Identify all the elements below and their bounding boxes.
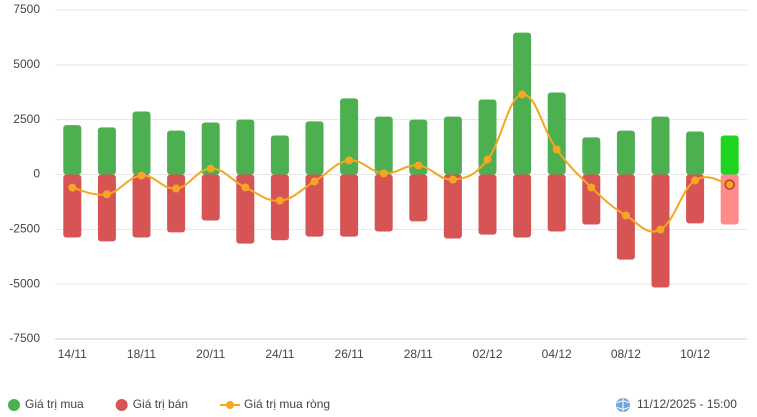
- net-dot: [345, 156, 354, 165]
- bar: [651, 116, 670, 175]
- bar: [686, 131, 705, 175]
- bar: [513, 32, 532, 175]
- net-dot: [724, 179, 735, 190]
- bar: [616, 130, 635, 175]
- net-dot: [241, 183, 250, 192]
- y-tick-label: -7500: [9, 331, 40, 345]
- net-dot: [206, 164, 215, 173]
- bar: [409, 174, 428, 222]
- legend-marker: [8, 399, 20, 411]
- bar: [236, 119, 255, 175]
- legend-marker: [226, 401, 235, 409]
- x-tick-label: 04/12: [542, 347, 572, 361]
- net-dot: [137, 171, 146, 180]
- bar: [201, 122, 220, 175]
- net-dot: [310, 177, 319, 186]
- bar: [720, 135, 739, 175]
- bar: [305, 174, 324, 237]
- net-dot: [102, 190, 111, 199]
- net-dot: [587, 183, 596, 192]
- net-dot: [691, 176, 700, 185]
- bar: [582, 137, 601, 175]
- bar: [132, 174, 151, 238]
- bar: [270, 174, 289, 241]
- bar: [374, 174, 393, 232]
- legend-marker: [115, 399, 128, 411]
- bar: [236, 174, 255, 244]
- bar: [513, 174, 532, 238]
- legend-label: Giá trị mua: [25, 397, 84, 411]
- net-dot: [621, 211, 630, 220]
- net-dot: [552, 145, 561, 154]
- bar: [478, 174, 497, 235]
- net-dot: [448, 175, 457, 184]
- net-dot: [68, 183, 77, 192]
- x-tick-label: 24/11: [265, 347, 294, 361]
- bar: [340, 98, 359, 175]
- bar: [547, 92, 566, 175]
- globe-lines: [616, 398, 630, 412]
- timestamp: 11/12/2025 - 15:00: [637, 397, 737, 411]
- x-tick-label: 10/12: [680, 347, 710, 361]
- timestamp-group: 11/12/2025 - 15:00: [616, 397, 737, 412]
- x-tick-label: 20/11: [196, 347, 225, 361]
- net-dot: [172, 184, 181, 193]
- bar: [547, 174, 566, 232]
- y-tick-label: -2500: [9, 222, 40, 236]
- bar: [443, 116, 462, 175]
- net-dot: [414, 161, 423, 170]
- net-dot: [483, 155, 492, 164]
- x-tick-label: 26/11: [335, 347, 364, 361]
- bar: [167, 174, 186, 233]
- y-tick-label: 5000: [13, 57, 40, 71]
- bar: [132, 111, 151, 175]
- bar: [340, 174, 359, 237]
- bar: [97, 174, 116, 242]
- x-tick-label: 14/11: [58, 347, 87, 361]
- x-tick-label: 08/12: [611, 347, 641, 361]
- bar: [97, 127, 116, 175]
- legend-label: Giá trị mua ròng: [244, 397, 330, 411]
- legend-label: Giá trị bán: [133, 397, 188, 411]
- bar: [201, 174, 220, 221]
- y-tick-label: 0: [33, 167, 40, 181]
- bar: [305, 121, 324, 175]
- bar: [443, 174, 462, 239]
- y-tick-label: 7500: [13, 2, 40, 16]
- bar: [582, 174, 601, 225]
- bar: [478, 99, 497, 175]
- y-tick-label: 2500: [13, 112, 40, 126]
- bar: [270, 135, 289, 175]
- x-tick-label: 28/11: [404, 347, 433, 361]
- bar: [63, 125, 82, 175]
- bar: [374, 116, 393, 175]
- net-dot: [656, 225, 665, 234]
- y-tick-label: -5000: [9, 276, 40, 290]
- bar: [409, 119, 428, 175]
- x-tick-label: 02/12: [472, 347, 502, 361]
- net-dot: [275, 196, 284, 205]
- bar: [686, 174, 705, 224]
- net-dot: [518, 90, 527, 99]
- bar: [63, 174, 82, 238]
- bar: [167, 130, 186, 175]
- net-dot: [379, 169, 388, 178]
- x-tick-label: 18/11: [127, 347, 156, 361]
